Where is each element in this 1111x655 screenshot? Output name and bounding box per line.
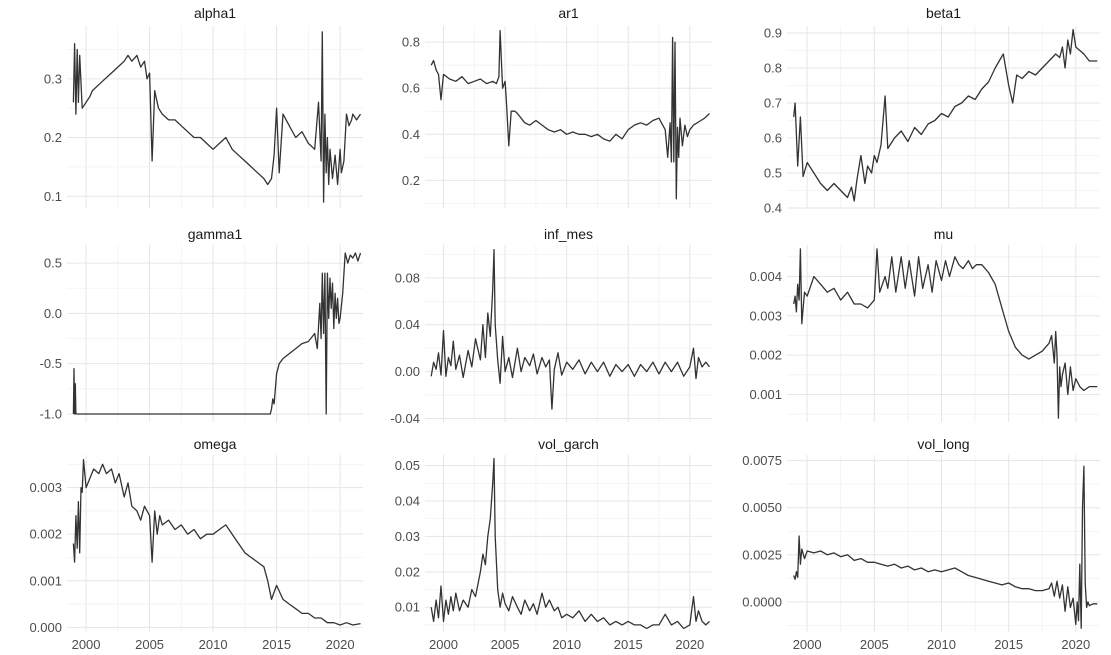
y-tick-label: 0.0050 bbox=[742, 500, 782, 515]
y-tick-label: 0.03 bbox=[395, 529, 420, 544]
x-tick-label: 2015 bbox=[262, 637, 291, 652]
series-line bbox=[72, 31, 362, 203]
y-tick-label: 0.000 bbox=[29, 620, 62, 635]
panel-vol-garch: vol_garch 0.01 0.02 0.03 0.04 0.05 2000 2005 201… bbox=[395, 436, 712, 652]
panel-vol-long: vol_long 0.0000 0.0025 0.0050 0.0075 2000 2005… bbox=[742, 436, 1100, 652]
y-tick-label: 0.4 bbox=[402, 127, 420, 142]
x-tick-label: 2020 bbox=[326, 637, 355, 652]
y-tick-label: 0.6 bbox=[764, 131, 782, 146]
y-tick-label: 0.05 bbox=[395, 458, 420, 473]
y-tick-label: 0.5 bbox=[44, 256, 62, 271]
y-tick-label: 0.04 bbox=[395, 494, 420, 509]
series-line bbox=[793, 28, 1098, 202]
panel-omega: omega 0.000 0.001 0.002 0.003 2000 2005 2010 201… bbox=[29, 436, 363, 652]
panel-title: ar1 bbox=[558, 5, 578, 21]
y-tick-label: 0.00 bbox=[395, 364, 420, 379]
y-tick-label: 0.7 bbox=[764, 96, 782, 111]
panel-mu: mu 0.001 0.002 0.003 0.004 bbox=[749, 226, 1100, 422]
panel-inf-mes: inf_mes -0.04 0.00 0.04 0.08 bbox=[390, 226, 712, 426]
panel-title: vol_long bbox=[917, 436, 969, 452]
y-tick-label: 0.02 bbox=[395, 564, 420, 579]
series-line bbox=[430, 29, 710, 200]
panel-title: gamma1 bbox=[188, 226, 243, 242]
y-tick-label: 0.04 bbox=[395, 317, 420, 332]
y-tick-label: 0.6 bbox=[402, 81, 420, 96]
x-tick-label: 2015 bbox=[994, 637, 1023, 652]
y-tick-label: 0.1 bbox=[44, 189, 62, 204]
panel-ar1: ar1 0.2 0.4 0.6 0.8 bbox=[402, 5, 712, 208]
x-tick-label: 2020 bbox=[1061, 637, 1090, 652]
panel-beta1: beta1 0.4 0.5 0.6 0.7 0.8 0.9 bbox=[764, 5, 1100, 216]
y-tick-label: 0.2 bbox=[402, 173, 420, 188]
y-tick-label: 0.003 bbox=[749, 308, 782, 323]
series-line bbox=[793, 248, 1098, 419]
panel-alpha1: alpha1 0.1 0.2 0.3 bbox=[44, 5, 363, 208]
series-line bbox=[72, 459, 361, 626]
y-tick-label: 0.8 bbox=[402, 35, 420, 50]
panel-title: omega bbox=[194, 436, 237, 452]
panel-title: vol_garch bbox=[538, 436, 599, 452]
y-tick-label: 0.002 bbox=[749, 348, 782, 363]
y-tick-label: 0.3 bbox=[44, 71, 62, 86]
y-tick-label: 0.8 bbox=[764, 61, 782, 76]
y-tick-label: 0.08 bbox=[395, 270, 420, 285]
y-tick-label: 0.003 bbox=[29, 480, 62, 495]
x-tick-label: 2000 bbox=[793, 637, 822, 652]
x-tick-label: 2000 bbox=[429, 637, 458, 652]
x-tick-label: 2005 bbox=[491, 637, 520, 652]
x-tick-label: 2010 bbox=[552, 637, 581, 652]
x-tick-label: 2020 bbox=[675, 637, 704, 652]
x-tick-label: 2010 bbox=[927, 637, 956, 652]
x-tick-label: 2000 bbox=[72, 637, 101, 652]
panel-title: beta1 bbox=[926, 5, 961, 21]
series-line bbox=[72, 252, 362, 415]
panel-gamma1: gamma1 -1.0 -0.5 0.0 0.5 bbox=[40, 226, 363, 422]
y-tick-label: 0.0000 bbox=[742, 594, 782, 609]
panel-title: mu bbox=[934, 226, 953, 242]
y-tick-label: -0.5 bbox=[40, 356, 62, 371]
y-tick-label: 0.2 bbox=[44, 130, 62, 145]
x-tick-label: 2015 bbox=[614, 637, 643, 652]
y-tick-label: 0.002 bbox=[29, 527, 62, 542]
series-line bbox=[430, 249, 711, 410]
y-tick-label: 0.0 bbox=[44, 306, 62, 321]
panel-title: alpha1 bbox=[194, 5, 236, 21]
x-tick-label: 2005 bbox=[135, 637, 164, 652]
y-tick-label: 0.5 bbox=[764, 166, 782, 181]
panel-title: inf_mes bbox=[544, 226, 593, 242]
series-line bbox=[430, 457, 710, 630]
y-tick-label: 0.01 bbox=[395, 600, 420, 615]
y-tick-label: 0.9 bbox=[764, 26, 782, 41]
y-tick-label: -1.0 bbox=[40, 406, 62, 421]
y-tick-label: 0.001 bbox=[29, 573, 62, 588]
y-tick-label: -0.04 bbox=[390, 411, 420, 426]
y-tick-label: 0.0025 bbox=[742, 547, 782, 562]
y-tick-label: 0.001 bbox=[749, 387, 782, 402]
y-tick-label: 0.0075 bbox=[742, 453, 782, 468]
y-tick-label: 0.4 bbox=[764, 201, 782, 216]
x-tick-label: 2005 bbox=[860, 637, 889, 652]
series-line bbox=[793, 465, 1098, 629]
y-tick-label: 0.004 bbox=[749, 269, 782, 284]
x-tick-label: 2010 bbox=[199, 637, 228, 652]
